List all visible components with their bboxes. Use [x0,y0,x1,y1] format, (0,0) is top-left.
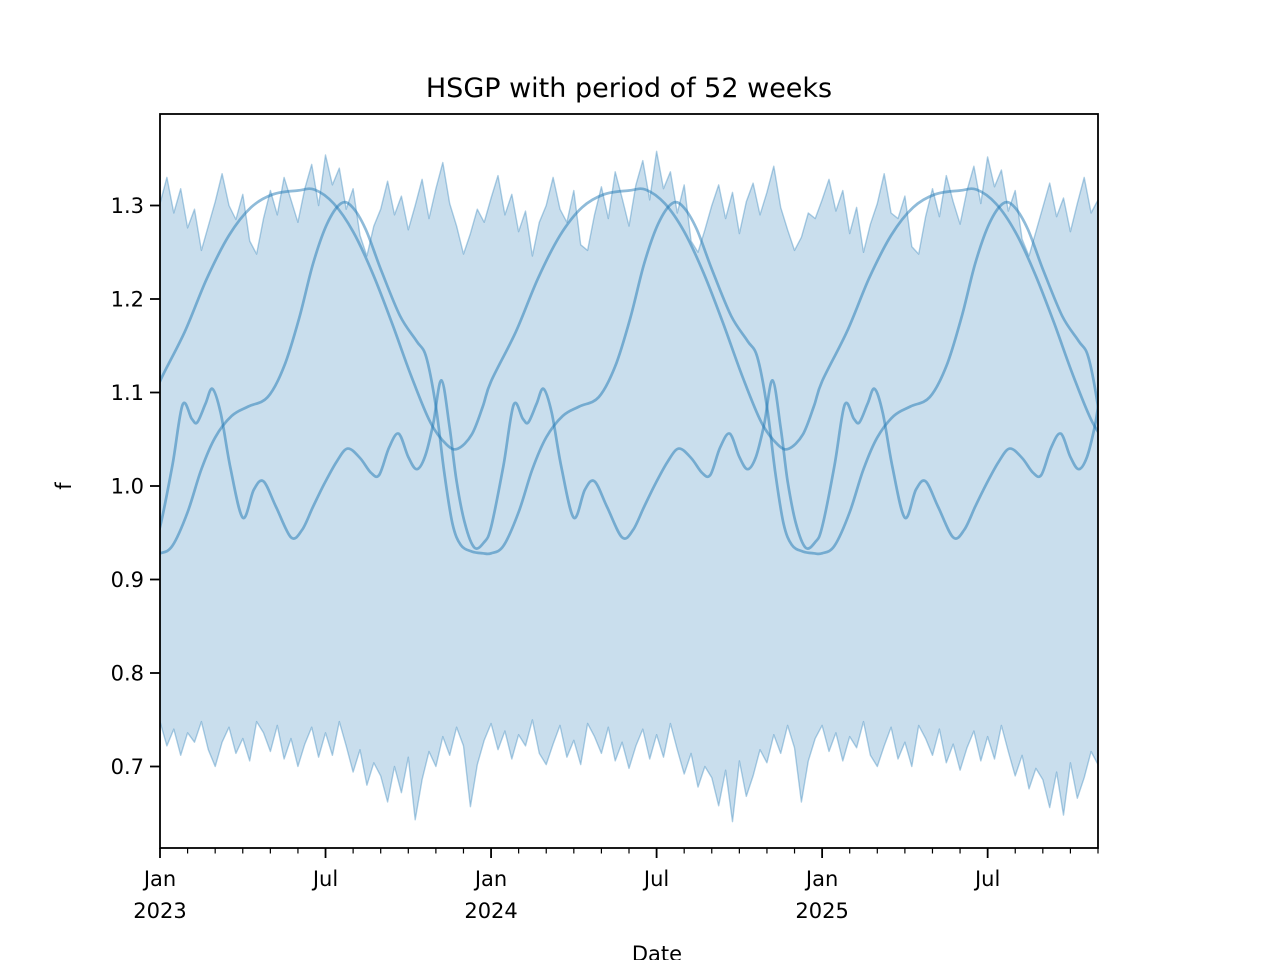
x-tick-label-month: Jan [473,867,507,891]
chart-title: HSGP with period of 52 weeks [426,73,832,104]
y-tick-label: 0.7 [111,755,144,779]
x-tick-label-year: 2023 [133,899,186,923]
posterior-sample-curves [160,187,1098,556]
hdi-band-fill [160,151,1098,822]
x-tick-label-month: Jul [311,867,338,891]
y-axis-label: f [52,482,76,490]
x-tick-label-year: 2024 [464,899,517,923]
x-tick-label-month: Jul [642,867,669,891]
curve-sample-1 [160,187,1098,451]
y-tick-label: 1.3 [111,194,144,218]
x-tick-label-month: Jul [973,867,1000,891]
y-tick-label: 0.8 [111,662,144,686]
y-tick-label: 1.2 [111,288,144,312]
plot-area [160,150,1098,823]
y-tick-label: 1.0 [111,475,144,499]
x-axis-ticks: Jan 2023 Jul Jan 2024 Jul Jan 2025 Jul [133,848,1099,923]
y-axis-ticks: 1.3 1.2 1.1 1.0 0.9 0.8 0.7 [111,194,160,779]
x-axis-label: Date [632,942,682,960]
x-tick-label-month: Jan [804,867,838,891]
y-tick-label: 0.9 [111,568,144,592]
curve-sample-3 [160,378,1098,550]
x-tick-label-year: 2025 [795,899,848,923]
y-tick-label: 1.1 [111,381,144,405]
x-tick-label-month: Jan [142,867,176,891]
hdi-band-upper-edge [160,150,1098,257]
hdi-band-lower-edge [160,719,1098,823]
curve-sample-2 [160,200,1098,556]
